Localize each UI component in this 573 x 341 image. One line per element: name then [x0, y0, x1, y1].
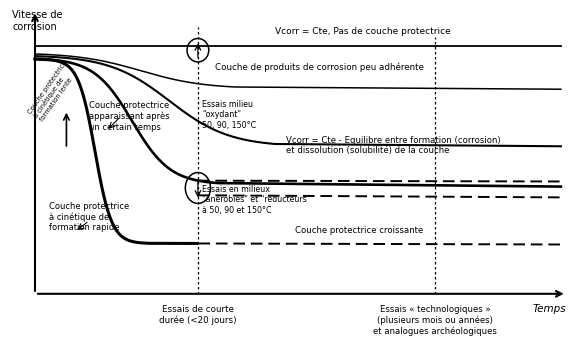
- Text: Couche protectrice
à cinétique de
formation lente: Couche protectrice à cinétique de format…: [27, 59, 80, 123]
- Text: Essais de courte
durée (<20 jours): Essais de courte durée (<20 jours): [159, 305, 237, 325]
- Text: Temps: Temps: [533, 303, 567, 314]
- Text: Vitesse de
corrosion: Vitesse de corrosion: [12, 11, 62, 32]
- Text: Couche protectrice
apparaissant après
un certain temps: Couche protectrice apparaissant après un…: [89, 101, 170, 132]
- Text: Essais milieu
"oxydant"
50, 90, 150°C: Essais milieu "oxydant" 50, 90, 150°C: [202, 100, 257, 130]
- Text: Essais en milieux
"anérobies" et "réducteurs"
à 50, 90 et 150°C: Essais en milieux "anérobies" et "réduct…: [202, 185, 311, 214]
- Text: Vcorr = Cte, Pas de couche protectrice: Vcorr = Cte, Pas de couche protectrice: [275, 27, 451, 36]
- Text: Vcorr = Cte - Equilibre entre formation (corrosion)
et dissolution (solubilité): Vcorr = Cte - Equilibre entre formation …: [286, 136, 501, 155]
- Text: Essais « technologiques »
(plusieurs mois ou années)
et analogues archéologiques: Essais « technologiques » (plusieurs moi…: [373, 305, 497, 336]
- Text: Couche de produits de corrosion peu adhérente: Couche de produits de corrosion peu adhé…: [215, 63, 424, 72]
- Text: Couche protectrice
à cinétique de
formation rapide: Couche protectrice à cinétique de format…: [49, 202, 129, 233]
- Text: Couche protectrice croissante: Couche protectrice croissante: [295, 226, 423, 235]
